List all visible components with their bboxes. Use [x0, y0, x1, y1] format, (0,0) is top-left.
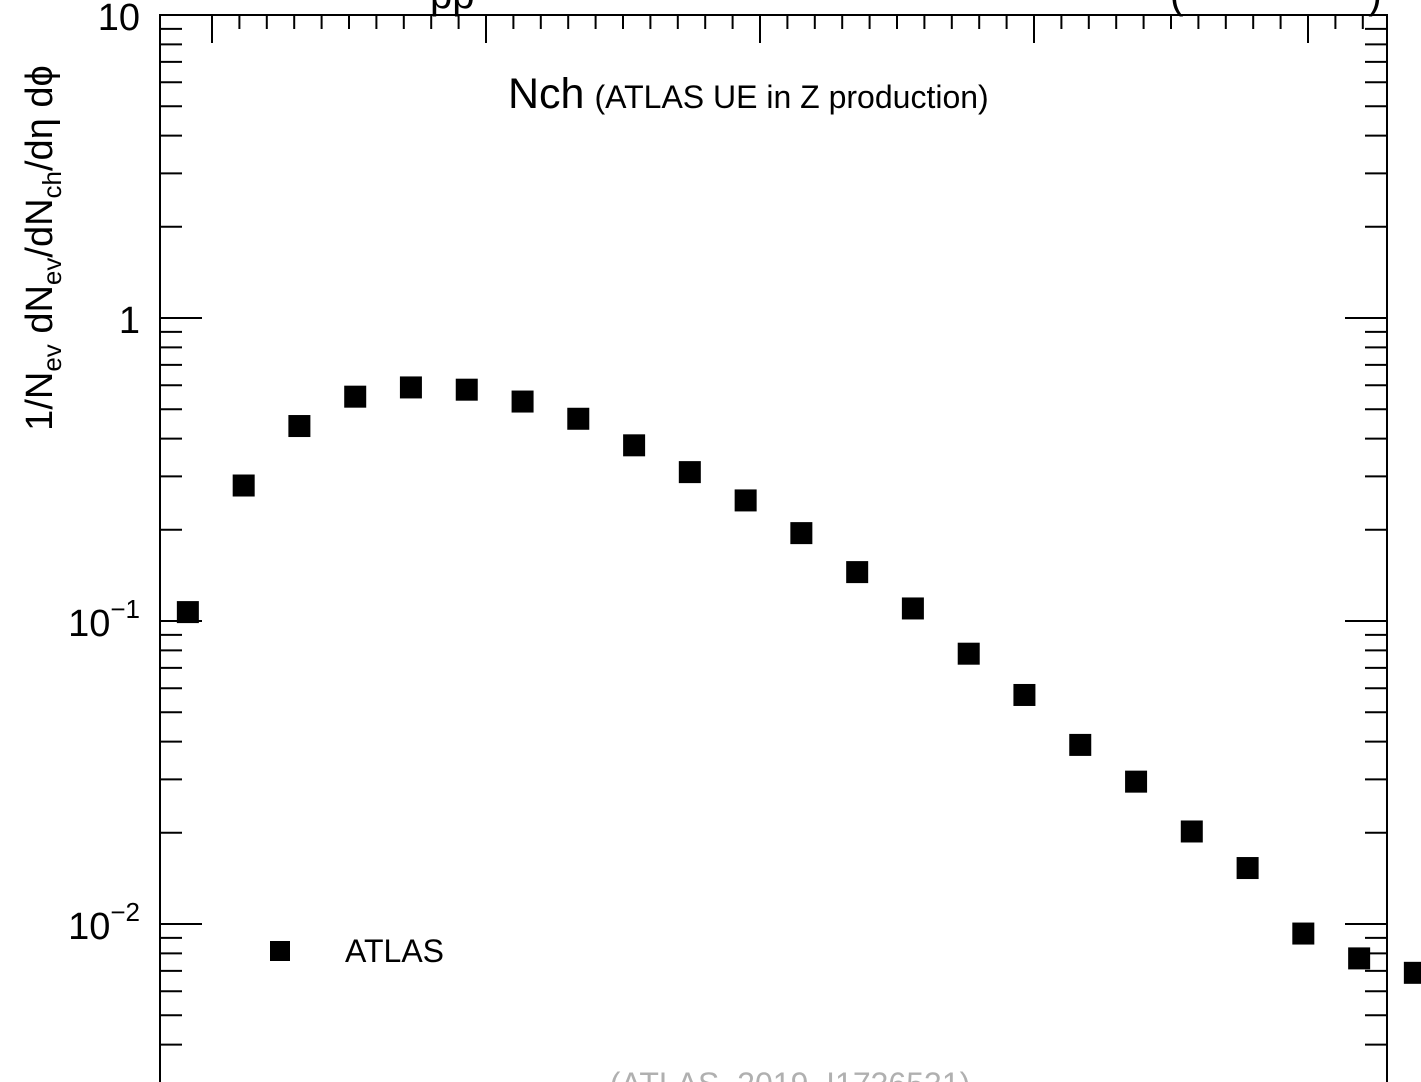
data-point [678, 461, 701, 484]
data-point [1125, 770, 1148, 793]
data-point [288, 415, 311, 438]
axis-ticks [160, 14, 1387, 1046]
y-tick-label: 10−1 [68, 594, 140, 645]
y-axis-label: 1/Nev dNev/dNch/dη dϕ [19, 65, 67, 431]
data-point [957, 642, 980, 665]
data-point [176, 601, 199, 624]
y-tick-label: 1 [119, 300, 140, 342]
data-point [511, 390, 534, 413]
legend-marker [270, 941, 290, 961]
data-point [790, 522, 813, 545]
data-point [1236, 857, 1259, 880]
y-tick-labels: 10 1 10−1 10−2 [68, 0, 140, 948]
data-point [846, 561, 869, 584]
data-point [734, 489, 757, 512]
legend-label: ATLAS [345, 933, 444, 969]
title-sub: (ATLAS UE in Z production) [594, 79, 988, 115]
data-point [1403, 961, 1421, 984]
data-points [176, 376, 1421, 984]
y-tick-label: 10 [98, 0, 140, 39]
data-point [623, 434, 646, 457]
data-point [567, 407, 590, 430]
data-point [1069, 733, 1092, 756]
legend: ATLAS [270, 933, 444, 969]
data-point [344, 385, 367, 408]
data-point [1292, 922, 1315, 945]
plot-frame [159, 14, 1388, 1082]
data-point [1348, 947, 1371, 970]
data-point [1013, 683, 1036, 706]
chart-title: Nch (ATLAS UE in Z production) [508, 70, 989, 118]
data-point [455, 378, 478, 401]
data-point [399, 376, 422, 399]
top-caption-left: pp [430, 0, 475, 17]
top-caption-right: () [1170, 0, 1382, 17]
data-point [901, 597, 924, 620]
bottom-caption: (ATLAS, 2019, I1736531) [610, 1066, 971, 1082]
y-tick-label: 10−2 [68, 897, 140, 948]
data-point [232, 474, 255, 497]
data-point [1180, 820, 1203, 843]
title-main: Nch [508, 70, 584, 118]
